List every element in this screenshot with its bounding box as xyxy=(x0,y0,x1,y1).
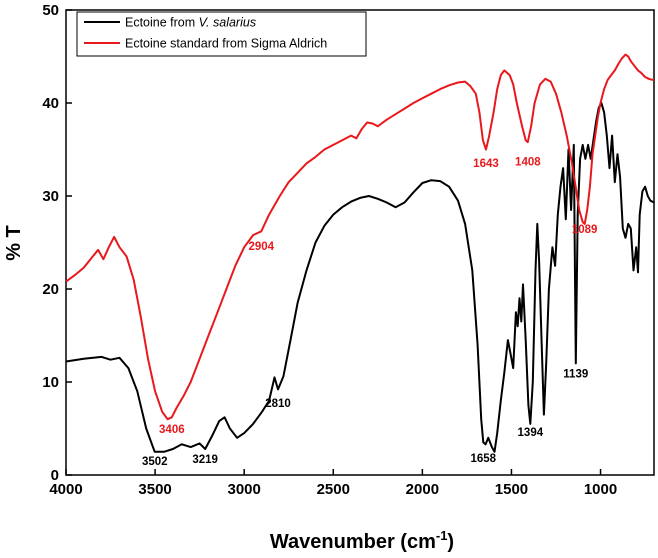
peak-label: 1643 xyxy=(473,158,499,170)
x-tick-label: 1500 xyxy=(495,481,528,498)
peak-annotations: 3502 3219 2810 1658 1394 1139 3406 2904 1643 1408… xyxy=(142,156,598,467)
legend-label-2: Ectoine standard from Sigma Aldrich xyxy=(125,37,327,51)
peak-label: 1408 xyxy=(515,156,541,168)
legend-label-1-prefix: Ectoine from xyxy=(125,16,199,30)
legend-box xyxy=(76,11,367,57)
x-axis-title-main: Wavenumber (cm xyxy=(270,531,436,553)
y-axis-title: % T xyxy=(3,225,25,261)
series-lines xyxy=(65,53,655,453)
y-tick-label: 40 xyxy=(42,95,59,112)
x-tick-label: 3000 xyxy=(227,481,260,498)
x-tick-label: 1000 xyxy=(584,481,617,498)
legend: Ectoine from V. salarius Ectoine standar… xyxy=(76,11,367,57)
legend-label-2-prefix: Ectoine standard from Sigma Aldrich xyxy=(125,37,327,51)
peak-label: 3406 xyxy=(159,424,185,436)
x-tick-label: 2500 xyxy=(317,481,350,498)
legend-label-1-italic: V. salarius xyxy=(199,16,256,30)
x-axis-title-end: ) xyxy=(447,531,454,553)
y-tick-label: 20 xyxy=(42,281,59,298)
x-tick-label: 3500 xyxy=(138,481,171,498)
peak-label: 3502 xyxy=(142,456,168,468)
peak-label: 1658 xyxy=(471,453,497,465)
x-tick-label: 4000 xyxy=(49,481,82,498)
y-tick-label: 30 xyxy=(42,188,59,205)
y-tick-labels: 0 10 20 30 40 50 xyxy=(42,2,59,484)
y-tick-label: 50 xyxy=(42,2,59,19)
x-tick-label: 2000 xyxy=(406,481,439,498)
peak-label: 2810 xyxy=(265,398,291,410)
peak-label: 2904 xyxy=(248,241,274,253)
x-axis-title-sup: -1 xyxy=(436,528,448,543)
plot-frame xyxy=(65,9,655,476)
legend-label-1: Ectoine from V. salarius xyxy=(125,16,256,30)
x-axis-title: Wavenumber (cm-1) xyxy=(270,528,454,553)
x-tick-labels: 4000 3500 3000 2500 2000 1500 1000 xyxy=(49,481,617,498)
peak-label: 3219 xyxy=(192,454,218,466)
y-tick-label: 10 xyxy=(42,374,59,391)
series-line-2 xyxy=(65,53,654,421)
series-line-1 xyxy=(65,102,655,453)
peak-label: 1394 xyxy=(518,427,544,439)
y-tick-label: 0 xyxy=(51,467,59,484)
axis-ticks xyxy=(65,9,602,476)
peak-label: 1139 xyxy=(563,368,588,380)
peak-label: 1089 xyxy=(572,224,598,236)
